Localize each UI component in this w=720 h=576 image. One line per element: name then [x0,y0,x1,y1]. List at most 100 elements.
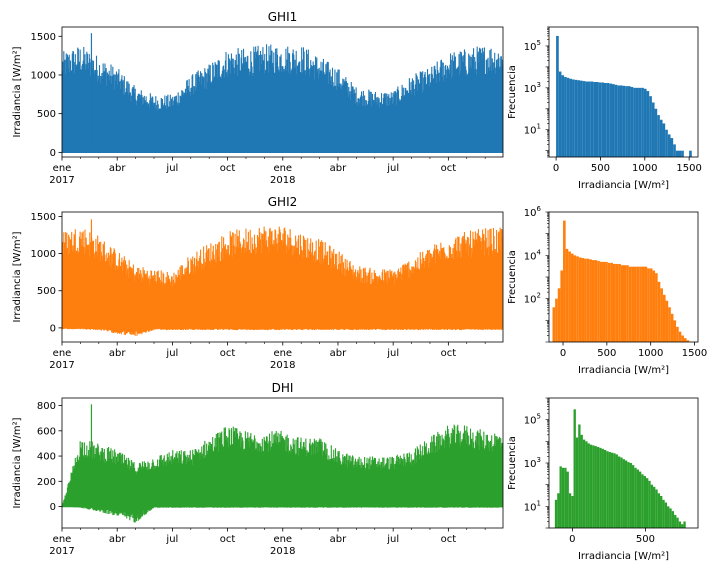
histogram-bar [566,471,569,528]
histogram-bar [608,452,611,528]
histogram-bar [634,266,637,342]
histogram-bar [620,457,623,528]
histogram-bar [568,251,571,342]
y-tick-label: 103 [524,456,541,470]
x-tick-year-label: 2017 [49,546,74,557]
histogram-bar [631,266,635,342]
histogram-bar [570,253,574,342]
histogram-bar [598,82,602,157]
y-tick-label: 600 [37,426,56,437]
x-tick-label: jul [386,348,399,359]
histogram-bar [576,256,579,342]
x-tick-label: jul [386,163,399,174]
histogram-bar [589,259,592,342]
histogram-bar [686,340,690,342]
histogram-bar [569,78,573,157]
y-tick-label: 1000 [31,70,56,81]
histogram-bar [596,81,599,157]
histogram-bar [589,444,593,528]
x-tick-label: 500 [591,163,610,174]
histogram-bar [644,266,648,342]
histogram-bar [676,517,679,528]
histogram-bar [601,448,604,528]
histogram-bar [603,449,607,528]
histogram-bar [564,76,567,157]
histogram-bar [564,467,567,528]
histogram-bar [599,447,602,528]
histogram-bar [657,281,661,342]
histogram-bar [599,261,603,342]
y-tick-label: 101 [524,123,541,137]
histogram-bar [662,123,666,157]
histogram-bar [573,409,576,528]
histogram-bar [606,451,609,528]
histogram-bar [565,248,569,342]
histogram-bar [636,469,639,528]
histogram-bar [676,326,679,342]
x-axis-label: Irradiancia [W/m²] [578,365,669,376]
x-tick-label: 0 [569,534,575,545]
histogram-bar [559,466,562,528]
histogram-bar [633,87,636,157]
histogram-bar [655,489,658,528]
chart-title: GHI2 [268,195,298,209]
histogram-bar [592,445,595,528]
histogram-bar [615,263,619,342]
histogram-bar [648,480,651,528]
histogram-bar [614,84,618,157]
histogram-bar [617,456,621,528]
x-tick-label: abr [109,163,126,174]
histogram-bar [673,320,677,342]
histogram-bar [620,265,624,342]
x-tick-label: ene [53,534,72,545]
histogram-bar [654,108,658,157]
histogram-bar [557,288,561,342]
y-tick-label: 0 [50,502,56,513]
x-tick-label: jul [386,534,399,545]
histogram-bar [635,87,639,157]
histogram-bar [678,150,682,157]
histogram-bar [622,85,626,157]
x-tick-year-label: 2017 [49,175,74,186]
histogram-bar [665,129,668,157]
histogram-bar [555,298,558,342]
histogram-bar [629,463,632,528]
x-tick-label: jul [165,163,178,174]
histogram-bars [552,220,690,342]
histogram-bar [586,258,590,342]
histogram-bar [601,82,604,157]
histogram-panel: 102 104 106 0 500 1000 1500 Irradiancia [W/m²] F… [507,205,707,376]
histogram-bar [646,91,650,157]
histogram-bar [602,261,606,342]
x-tick-label: 500 [636,534,655,545]
histogram-bar [587,443,590,528]
histogram-bar [610,452,614,528]
histogram-bar [554,499,558,528]
y-tick-label: 400 [37,452,56,463]
chart-title: DHI [272,381,294,395]
histogram-bar [580,434,583,528]
x-tick-label: ene [273,348,292,359]
histogram-panel: 101 103 105 0 500 Irradiancia [W/m²] Frecuenci… [507,397,699,562]
histogram-bar [575,437,579,528]
histogram-bar [678,521,682,528]
histogram-bar [628,266,632,342]
histogram-bar [683,521,686,528]
histogram-bar [566,77,570,157]
histogram-bar [657,493,661,528]
histogram-bar [603,83,607,157]
histogram-bar [582,81,586,157]
histogram-bar [643,88,647,157]
x-tick-label: 1500 [682,348,707,359]
y-tick-label: 105 [524,413,541,427]
histogram-bar [634,467,637,528]
x-tick-label: abr [330,163,347,174]
x-axis-label: Irradiancia [W/m²] [578,180,669,191]
histogram-bar [561,467,565,528]
histogram-bar [652,270,656,342]
histogram-panel: 101 103 105 0 500 1000 1500 Irradiancia [W/m²] F… [507,26,702,191]
histogram-bar [573,255,577,342]
